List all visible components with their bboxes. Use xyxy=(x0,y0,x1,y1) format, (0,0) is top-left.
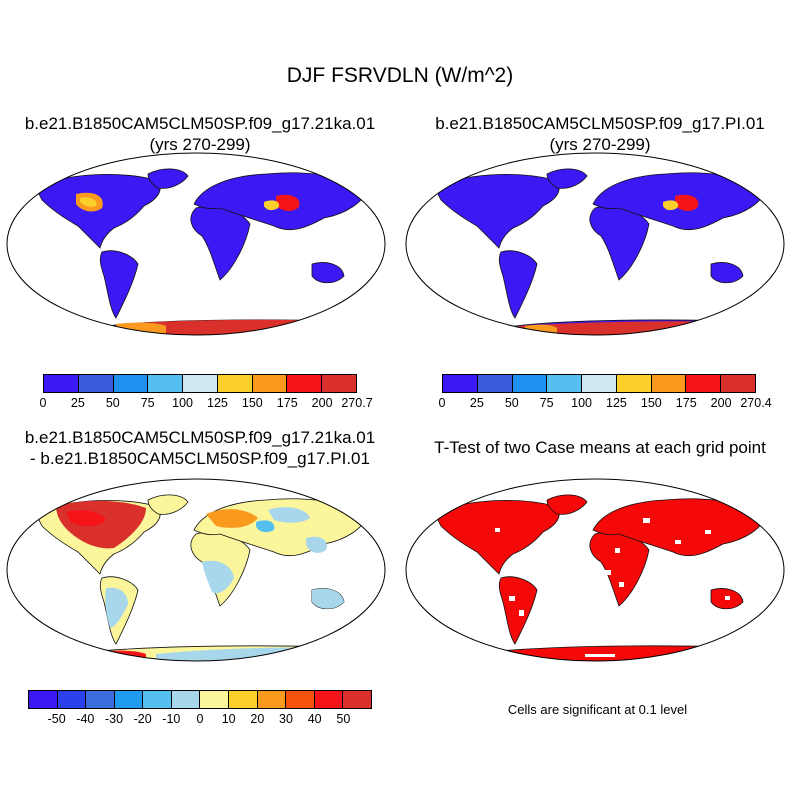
panel-3-title: b.e21.B1850CAM5CLM50SP.f09_g17.21ka.01 -… xyxy=(0,427,400,469)
colorbar-swatch xyxy=(616,375,652,392)
colorbar-swatch xyxy=(148,375,184,392)
colorbar-swatch xyxy=(686,375,722,392)
colorbar-tick-label: 0 xyxy=(438,396,446,410)
colorbar-swatch xyxy=(547,375,583,392)
main-title: DJF FSRVDLN (W/m^2) xyxy=(286,64,514,87)
colorbar-tick-label: 270.4 xyxy=(740,396,772,410)
map-pi xyxy=(405,152,785,336)
colorbar-tick-label: -20 xyxy=(133,712,152,726)
colorbar-swatch xyxy=(57,691,87,708)
colorbar-difference-labels: -50 -40 -30 -20 -10 0 10 20 30 40 50 xyxy=(28,712,372,728)
colorbar-swatch xyxy=(443,375,478,392)
colorbar-swatch xyxy=(287,375,323,392)
colorbar-tick-label: -50 xyxy=(47,712,66,726)
colorbar-swatch xyxy=(257,691,287,708)
map-significance xyxy=(405,478,785,662)
colorbar-tick-label: 50 xyxy=(504,396,519,410)
panel-3-title-line2: - b.e21.B1850CAM5CLM50SP.f09_g17.PI.01 xyxy=(30,449,370,468)
panel-1-title-line2: (yrs 270-299) xyxy=(149,135,251,154)
colorbar-tick-label: 10 xyxy=(221,712,236,726)
colorbar-tick-label: 25 xyxy=(469,396,484,410)
colorbar-21ka-labels: 0 25 50 75 100 125 150 175 200 270.7 xyxy=(39,396,373,412)
colorbar-tick-label: 20 xyxy=(250,712,265,726)
colorbar-tick-label: -40 xyxy=(76,712,95,726)
colorbar-swatch xyxy=(171,691,201,708)
colorbar-difference xyxy=(28,690,372,709)
colorbar-tick-label: 40 xyxy=(307,712,322,726)
colorbar-swatch xyxy=(78,375,114,392)
colorbar-tick-label: 100 xyxy=(571,396,592,410)
map-difference xyxy=(6,478,386,662)
colorbar-tick-label: 125 xyxy=(606,396,627,410)
colorbar-tick-label: 150 xyxy=(640,396,662,410)
colorbar-tick-label: 25 xyxy=(70,396,85,410)
colorbar-swatch xyxy=(512,375,548,392)
colorbar-tick-label: 125 xyxy=(207,396,228,410)
colorbar-tick-label: 75 xyxy=(140,396,155,410)
colorbar-swatch xyxy=(229,691,258,708)
colorbar-swatch xyxy=(143,691,172,708)
panel-2-title-line2: (yrs 270-299) xyxy=(549,135,651,154)
colorbar-tick-label: -10 xyxy=(162,712,181,726)
colorbar-tick-label: 175 xyxy=(675,396,697,410)
panel-4-title-line1: T-Test of two Case means at each grid po… xyxy=(434,438,766,457)
colorbar-swatch xyxy=(200,691,230,708)
colorbar-swatch xyxy=(314,691,344,708)
panel-3-title-line1: b.e21.B1850CAM5CLM50SP.f09_g17.21ka.01 xyxy=(24,428,376,447)
colorbar-tick-label: 175 xyxy=(276,396,298,410)
map-21ka xyxy=(6,152,386,336)
colorbar-swatch xyxy=(286,691,315,708)
panel-1-title: b.e21.B1850CAM5CLM50SP.f09_g17.21ka.01 (… xyxy=(0,113,400,155)
colorbar-swatch xyxy=(29,691,58,708)
colorbar-swatch xyxy=(44,375,79,392)
colorbar-tick-label: 30 xyxy=(279,712,293,726)
colorbar-swatch xyxy=(651,375,687,392)
colorbar-tick-label: 200 xyxy=(710,396,732,410)
significance-note: Cells are significant at 0.1 level xyxy=(507,702,688,717)
colorbar-swatch xyxy=(114,691,144,708)
colorbar-swatch xyxy=(721,375,756,392)
panel-2-title-line1: b.e21.B1850CAM5CLM50SP.f09_g17.PI.01 xyxy=(435,114,765,133)
colorbar-pi xyxy=(442,374,756,393)
colorbar-swatch xyxy=(217,375,253,392)
colorbar-tick-label: 50 xyxy=(336,712,351,726)
colorbar-swatch xyxy=(343,691,371,708)
panel-4-title: T-Test of two Case means at each grid po… xyxy=(400,437,800,458)
colorbar-tick-label: 100 xyxy=(172,396,193,410)
panel-1-title-line1: b.e21.B1850CAM5CLM50SP.f09_g17.21ka.01 xyxy=(24,114,376,133)
colorbar-swatch xyxy=(113,375,149,392)
colorbar-tick-label: 0 xyxy=(196,712,204,726)
colorbar-tick-label: 75 xyxy=(539,396,554,410)
panel-2-title: b.e21.B1850CAM5CLM50SP.f09_g17.PI.01 (yr… xyxy=(400,113,800,155)
colorbar-swatch xyxy=(252,375,288,392)
colorbar-tick-label: 150 xyxy=(241,396,263,410)
colorbar-swatch xyxy=(582,375,617,392)
colorbar-swatch xyxy=(86,691,115,708)
colorbar-tick-label: 200 xyxy=(311,396,333,410)
colorbar-swatch xyxy=(183,375,218,392)
colorbar-tick-label: 270.7 xyxy=(341,396,373,410)
colorbar-tick-label: -30 xyxy=(104,712,124,726)
colorbar-21ka xyxy=(43,374,357,393)
colorbar-swatch xyxy=(477,375,513,392)
colorbar-swatch xyxy=(322,375,357,392)
colorbar-pi-labels: 0 25 50 75 100 125 150 175 200 270.4 xyxy=(438,396,772,412)
colorbar-tick-label: 0 xyxy=(39,396,47,410)
colorbar-tick-label: 50 xyxy=(105,396,120,410)
